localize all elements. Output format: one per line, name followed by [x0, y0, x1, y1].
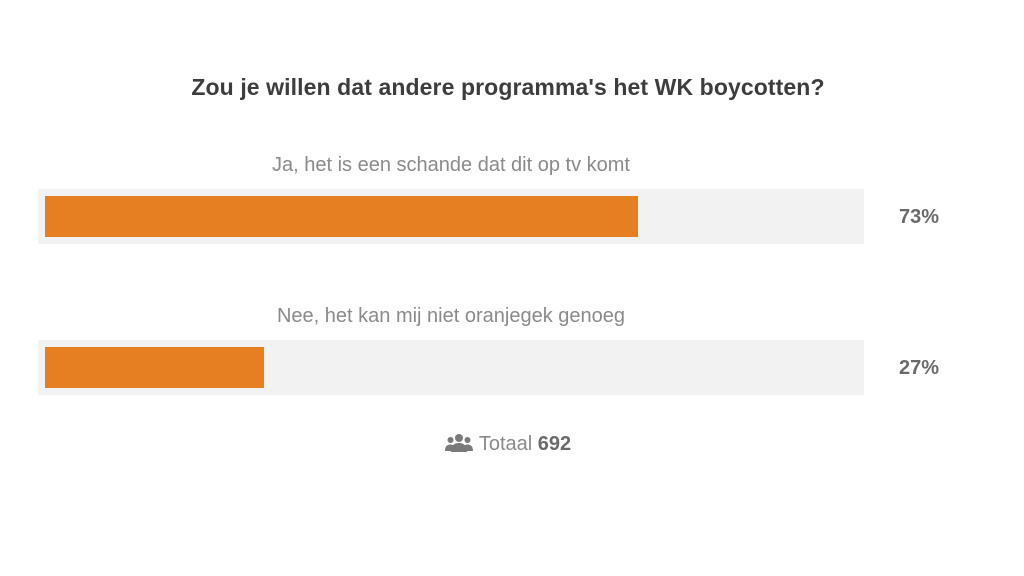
- option-percent-1: 73%: [898, 206, 940, 228]
- total-count: 692: [537, 433, 572, 455]
- option-label-1: Ja, het is een schande dat dit op tv kom…: [272, 154, 630, 176]
- option-bar-track-1[interactable]: [38, 189, 864, 244]
- option-bar-track-2[interactable]: [38, 340, 864, 395]
- option-percent-2: 27%: [898, 357, 940, 379]
- option-bar-fill-1: [45, 196, 638, 237]
- option-bar-fill-2: [45, 347, 264, 388]
- users-icon: [444, 433, 473, 459]
- poll-total: Totaal 692: [0, 433, 1016, 459]
- total-label: Totaal: [478, 433, 533, 455]
- option-label-2: Nee, het kan mij niet oranjegek genoeg: [276, 305, 625, 327]
- poll-question: Zou je willen dat andere programma's het…: [191, 74, 825, 100]
